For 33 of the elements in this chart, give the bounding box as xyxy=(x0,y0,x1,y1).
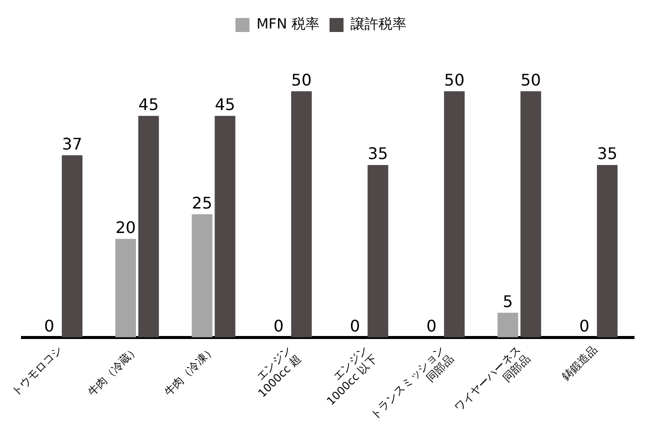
bar xyxy=(596,165,618,338)
bar xyxy=(444,91,465,338)
data-label: 45 xyxy=(214,94,236,114)
data-label: 0 xyxy=(44,316,54,336)
bar xyxy=(62,155,82,338)
x-tick-label: トウモロコシ xyxy=(8,342,65,399)
bar xyxy=(498,312,518,338)
bar xyxy=(138,116,159,338)
data-label: 20 xyxy=(115,218,136,238)
bar xyxy=(214,116,236,338)
bar xyxy=(291,91,312,338)
data-label: 37 xyxy=(62,134,82,154)
data-label: 0 xyxy=(579,316,590,336)
bar xyxy=(192,214,212,338)
x-tick-label: 牛肉（冷蔵） xyxy=(85,342,142,399)
x-tick-label: 鋳鍛造品 xyxy=(560,342,600,384)
legend-label: 譲許税率 xyxy=(350,16,407,33)
bar xyxy=(520,91,542,338)
data-label: 0 xyxy=(273,316,284,336)
data-label: 5 xyxy=(502,292,513,311)
data-label: 35 xyxy=(368,144,388,164)
data-label: 50 xyxy=(520,70,541,90)
data-label: 35 xyxy=(597,144,618,164)
bar xyxy=(368,165,388,338)
legend-label: MFN 税率 xyxy=(256,16,320,33)
x-tick-label: 牛肉（冷凍） xyxy=(162,342,218,399)
data-label: 50 xyxy=(444,70,465,90)
bar xyxy=(115,238,136,338)
data-label: 45 xyxy=(138,94,159,114)
data-label: 50 xyxy=(291,70,312,90)
data-label: 0 xyxy=(350,316,360,336)
data-label: 25 xyxy=(192,193,212,212)
data-label: 0 xyxy=(426,316,437,336)
